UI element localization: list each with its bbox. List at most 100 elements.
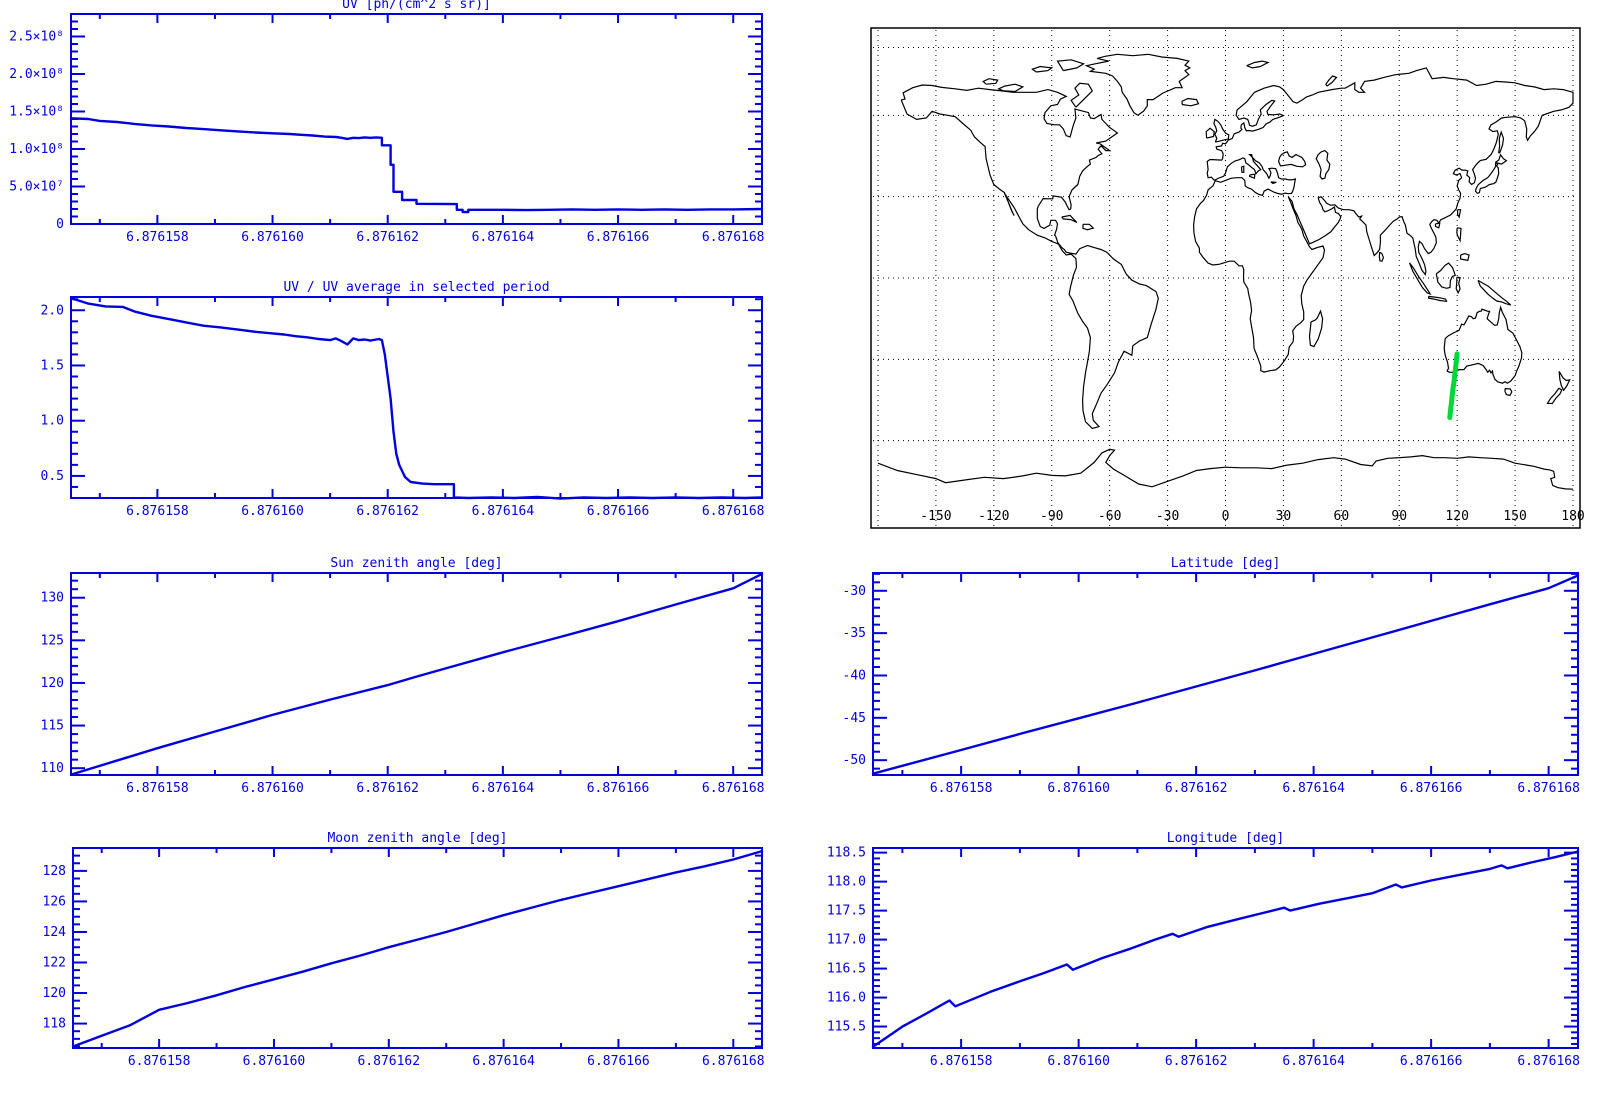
moon-zenith-ticks [73,847,762,1048]
moon-zenith-title: Moon zenith angle [deg] [327,831,507,846]
uv-ratio-x-tick-label: 6.876166 [587,504,650,519]
map-lon-label: -90 [1040,509,1063,524]
moon-zenith-y-tick-label: 124 [43,925,67,940]
uv-ratio-y-tick-label: 1.5 [41,358,64,373]
coastline-path [1249,173,1256,180]
uv-ratio-x-tick-label: 6.876168 [702,504,765,519]
longitude-y-tick-label: 117.0 [827,933,866,948]
sun-zenith-y-tick-label: 130 [41,591,64,606]
coastline-path [1435,262,1456,289]
latitude-series-line [871,574,1580,775]
sun-zenith-title: Sun zenith angle [deg] [330,556,502,571]
moon-zenith-x-tick-label: 6.876164 [472,1054,535,1069]
sun-zenith-y-tick-label: 125 [41,633,64,648]
longitude-x-tick-label: 6.876166 [1400,1054,1463,1069]
map-lon-label: -30 [1156,509,1179,524]
latitude-frame [872,572,1579,776]
moon-zenith-x-tick-label: 6.876162 [357,1054,420,1069]
map-lon-label: -60 [1098,509,1121,524]
sun-zenith-x-tick-label: 6.876160 [241,781,304,796]
map-lon-label: 150 [1503,509,1526,524]
uv-ratio-x-tick-label: 6.876158 [126,504,189,519]
longitude-y-tick-label: 116.0 [827,991,866,1006]
uv-title: UV [ph/(cm^2 s sr)] [342,0,491,12]
coastline-path [1428,295,1448,303]
uv-x-tick-label: 6.876158 [126,230,189,245]
coastline-path [1070,82,1094,108]
map-lon-label: 90 [1391,509,1407,524]
coastline-path [1477,279,1512,306]
uv-ratio-series-line [69,296,764,500]
uv-x-tick-label: 6.876164 [472,230,535,245]
coastline-path [1084,53,1192,116]
moon-zenith-y-tick-label: 126 [43,894,66,909]
uv-y-tick-label: 1.0×10⁸ [9,142,64,157]
uv-x-tick-label: 6.876166 [587,230,650,245]
coastline-path [1460,252,1470,262]
uv-x-tick-label: 6.876162 [356,230,419,245]
latitude-y-tick-label: -30 [843,584,866,599]
coastline-path [997,83,1025,93]
latitude-y-tick-label: -35 [843,626,866,641]
map-lon-label: 180 [1561,509,1584,524]
sun-zenith-x-tick-label: 6.876162 [356,781,419,796]
coastline-path [1205,127,1215,139]
coastline-path [1457,209,1462,219]
map-graticule [873,30,1578,526]
uv-plot: 6.876158 6.876160 6.876162 6.876164 6.876166… [9,0,764,245]
coastline-path [1498,130,1505,154]
uv-ratio-ticks [71,297,762,499]
coastline-path [1213,118,1230,143]
longitude-x-tick-label: 6.876168 [1517,1054,1580,1069]
coastline-path [1378,251,1385,262]
longitude-y-tick-label: 116.5 [827,962,866,977]
uv-y-tick-label: 5.0×10⁷ [9,180,64,195]
moon-zenith-y-tick-label: 128 [43,864,66,879]
moon-zenith-y-tick-label: 120 [43,986,66,1001]
longitude-series-line [871,850,1580,1049]
moon-zenith-frame [72,847,763,1049]
latitude-plot: 6.876158 6.876160 6.876162 6.876164 6.876166… [843,556,1580,796]
sun-zenith-x-tick-label: 6.876158 [126,781,189,796]
longitude-y-tick-label: 117.5 [827,904,866,919]
coastline-path [1434,222,1441,229]
longitude-frame [872,847,1579,1049]
moon-zenith-x-tick-label: 6.876166 [587,1054,650,1069]
ground-track-map: -150 -120 -90 -60 -30 0 30 60 90 120 150 180 [870,27,1585,529]
coastline-path [1082,223,1095,231]
longitude-x-tick-label: 6.876160 [1047,1054,1110,1069]
uv-x-tick-label: 6.876160 [241,230,304,245]
coastline-path [982,78,999,85]
uv-y-tick-label: 0 [56,217,64,232]
uv-ratio-x-tick-label: 6.876164 [472,504,535,519]
map-lon-label: 30 [1276,509,1292,524]
map-lon-label: -120 [978,509,1009,524]
coastline-path [1455,276,1461,295]
uv-ratio-y-tick-label: 0.5 [41,469,64,484]
coastline-path [1443,305,1523,384]
uv-frame [70,13,763,225]
sun-zenith-x-tick-label: 6.876168 [702,781,765,796]
coastline-path [1504,388,1513,397]
uv-ratio-frame [70,296,763,499]
coastline-path [1325,75,1338,87]
coastline-path [1270,181,1277,185]
uv-ratio-x-tick-label: 6.876162 [356,504,419,519]
latitude-x-tick-label: 6.876160 [1047,781,1110,796]
coastline-path [1056,59,1086,72]
moon-zenith-x-tick-label: 6.876168 [702,1054,765,1069]
uv-y-tick-label: 2.5×10⁸ [9,30,64,45]
longitude-y-tick-label: 118.5 [827,846,866,861]
latitude-ticks [873,572,1578,775]
coastline-path [877,448,1574,490]
uv-ratio-title: UV / UV average in selected period [283,280,549,295]
sun-zenith-y-tick-label: 120 [41,676,64,691]
coastline-path [1546,387,1563,405]
moon-zenith-y-tick-label: 122 [43,956,66,971]
longitude-y-tick-label: 115.5 [827,1020,866,1035]
moon-zenith-x-tick-label: 6.876158 [128,1054,191,1069]
longitude-title: Longitude [deg] [1167,831,1284,846]
sun-zenith-y-tick-label: 115 [41,719,64,734]
coastline-path [1277,151,1307,168]
